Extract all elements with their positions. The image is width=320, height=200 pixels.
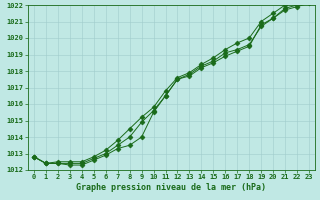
- X-axis label: Graphe pression niveau de la mer (hPa): Graphe pression niveau de la mer (hPa): [76, 183, 267, 192]
